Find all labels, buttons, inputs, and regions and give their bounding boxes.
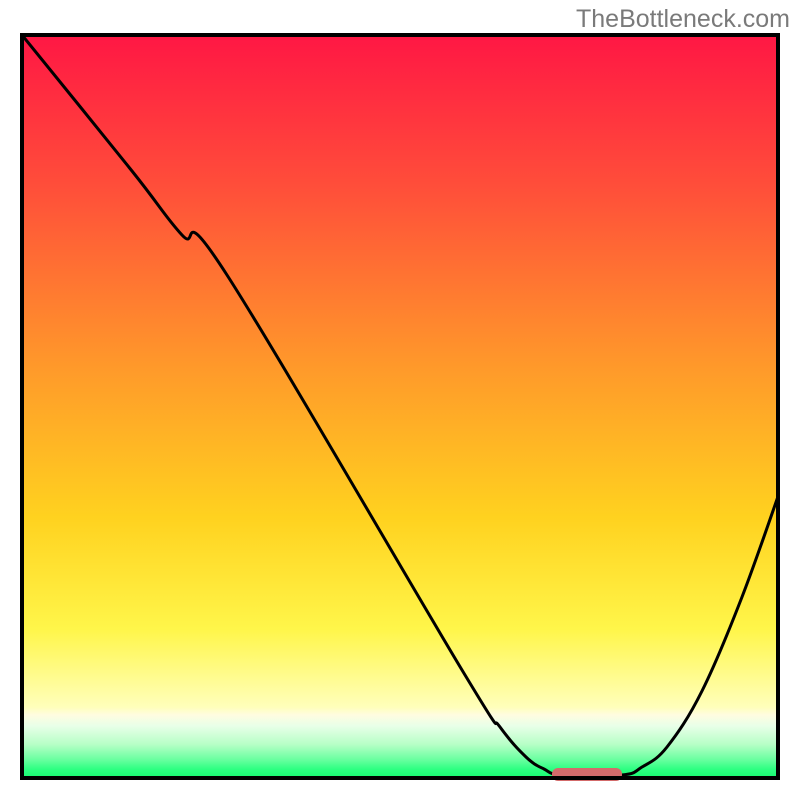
bottleneck-chart: [0, 0, 800, 800]
chart-frame: TheBottleneck.com: [0, 0, 800, 800]
gradient-background: [22, 35, 778, 778]
